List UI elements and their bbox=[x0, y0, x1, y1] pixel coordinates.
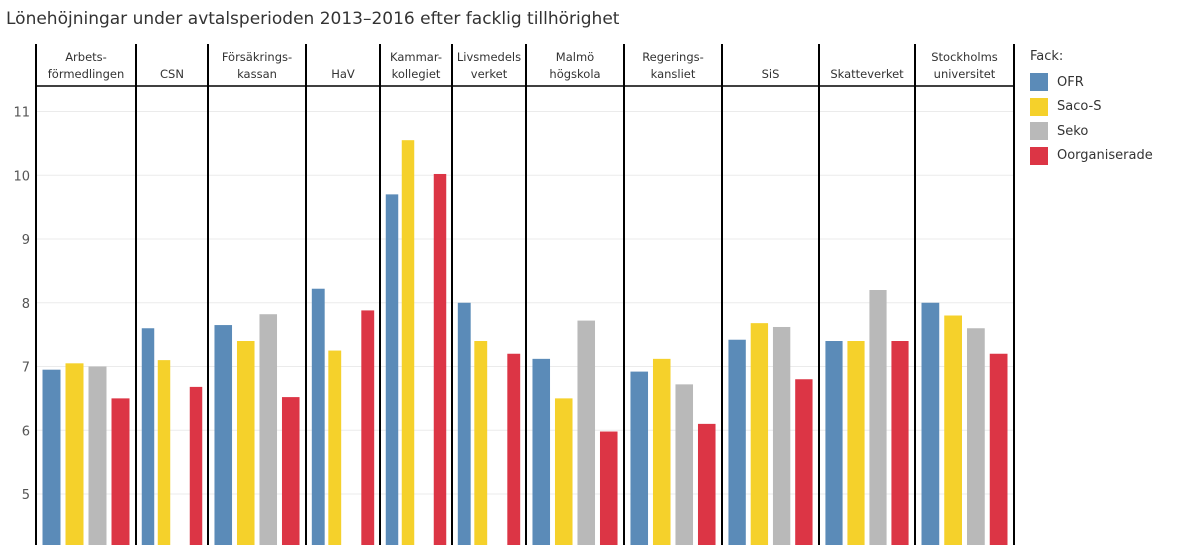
legend-label-saco-s: Saco-S bbox=[1057, 99, 1102, 115]
bar-forsakrings-kassan-seko[interactable] bbox=[259, 314, 278, 545]
bar-forsakrings-kassan-ofr[interactable] bbox=[214, 325, 233, 545]
bar-kammar-kollegiet-oorganiserade[interactable] bbox=[433, 173, 447, 545]
bar-csn-ofr[interactable] bbox=[141, 328, 155, 545]
bar-arbets-formedlingen-saco-s[interactable] bbox=[65, 363, 84, 545]
legend-title: Fack: bbox=[1030, 49, 1064, 64]
bar-kammar-kollegiet-saco-s[interactable] bbox=[401, 140, 415, 545]
legend: Fack: OFR Saco-S Seko Oorganiserade bbox=[1030, 49, 1153, 168]
bar-arbets-formedlingen-oorganiserade[interactable] bbox=[111, 398, 130, 545]
bar-hav-oorganiserade[interactable] bbox=[361, 310, 375, 545]
legend-swatch-seko bbox=[1030, 122, 1048, 141]
y-tick-label-7: 7 bbox=[22, 361, 30, 376]
category-label-kammar-kollegiet: Kammar-kollegiet bbox=[390, 50, 442, 81]
y-tick-label-11: 11 bbox=[13, 106, 30, 121]
y-tick-label-6: 6 bbox=[22, 424, 30, 439]
bar-stockholms-universitet-saco-s[interactable] bbox=[944, 315, 962, 545]
bar-regerings-kansliet-ofr[interactable] bbox=[630, 371, 649, 545]
legend-swatch-saco-s bbox=[1030, 97, 1048, 116]
y-axis: 5 6 7 8 9 10 11 bbox=[13, 106, 30, 504]
legend-swatch-ofr bbox=[1030, 73, 1048, 92]
category-label-livsmedels-verket: Livsmedels verket bbox=[457, 50, 521, 81]
bar-malmo-hogskola-seko[interactable] bbox=[577, 320, 596, 545]
bar-csn-saco-s[interactable] bbox=[157, 360, 171, 545]
bar-skatteverket-seko[interactable] bbox=[869, 290, 887, 545]
y-tick-label-10: 10 bbox=[13, 169, 30, 184]
legend-item-saco-s[interactable]: Saco-S bbox=[1030, 95, 1153, 120]
bar-regerings-kansliet-saco-s[interactable] bbox=[652, 358, 671, 545]
category-label-forsakrings-kassan: Försäkrings-kassan bbox=[222, 50, 292, 81]
bar-livsmedels-verket-saco-s[interactable] bbox=[474, 341, 488, 545]
bar-hav-ofr[interactable] bbox=[311, 288, 325, 545]
category-labels: Arbets-förmedlingen CSN Försäkrings-kassan… bbox=[48, 50, 998, 81]
bar-livsmedels-verket-oorganiserade[interactable] bbox=[507, 353, 521, 545]
bar-malmo-hogskola-ofr[interactable] bbox=[532, 358, 551, 545]
bar-sis-oorganiserade[interactable] bbox=[795, 379, 813, 545]
legend-swatch-oorganiserade bbox=[1030, 146, 1048, 165]
legend-item-seko[interactable]: Seko bbox=[1030, 119, 1153, 144]
bar-sis-ofr[interactable] bbox=[728, 339, 746, 545]
legend-label-ofr: OFR bbox=[1057, 74, 1084, 90]
bar-malmo-hogskola-saco-s[interactable] bbox=[554, 398, 573, 545]
bar-sis-saco-s[interactable] bbox=[750, 323, 769, 545]
bar-stockholms-universitet-seko[interactable] bbox=[967, 328, 985, 545]
bar-skatteverket-oorganiserade[interactable] bbox=[891, 341, 909, 545]
bar-malmo-hogskola-oorganiserade[interactable] bbox=[599, 431, 618, 545]
panel-dividers bbox=[35, 44, 1015, 545]
bars bbox=[42, 140, 1008, 545]
y-tick-label-9: 9 bbox=[22, 233, 30, 248]
bar-stockholms-universitet-ofr[interactable] bbox=[921, 302, 940, 545]
bar-forsakrings-kassan-saco-s[interactable] bbox=[236, 341, 255, 545]
bar-skatteverket-saco-s[interactable] bbox=[847, 341, 865, 545]
bar-kammar-kollegiet-ofr[interactable] bbox=[385, 194, 399, 545]
category-label-skatteverket: Skatteverket bbox=[830, 67, 904, 81]
category-label-csn: CSN bbox=[160, 67, 184, 81]
bar-arbets-formedlingen-ofr[interactable] bbox=[42, 369, 61, 545]
legend-label-oorganiserade: Oorganiserade bbox=[1057, 148, 1153, 164]
bar-regerings-kansliet-oorganiserade[interactable] bbox=[697, 423, 716, 545]
category-label-stockholms-universitet: Stockholms universitet bbox=[931, 50, 998, 81]
y-tick-label-8: 8 bbox=[22, 297, 30, 312]
bar-skatteverket-ofr[interactable] bbox=[825, 341, 843, 545]
bar-hav-saco-s[interactable] bbox=[328, 350, 342, 545]
category-label-sis: SiS bbox=[762, 67, 780, 81]
category-label-malmo-hogskola: Malmö högskola bbox=[549, 50, 600, 81]
legend-item-oorganiserade[interactable]: Oorganiserade bbox=[1030, 144, 1153, 169]
chart-title: Lönehöjningar under avtalsperioden 2013–… bbox=[6, 9, 620, 29]
bar-sis-seko[interactable] bbox=[772, 326, 791, 545]
category-label-arbets-formedlingen: Arbets-förmedlingen bbox=[48, 50, 125, 81]
legend-label-seko: Seko bbox=[1057, 123, 1089, 139]
bar-livsmedels-verket-ofr[interactable] bbox=[457, 302, 471, 545]
bar-arbets-formedlingen-seko[interactable] bbox=[88, 366, 107, 545]
category-label-regerings-kansliet: Regerings-kansliet bbox=[642, 50, 704, 81]
bar-forsakrings-kassan-oorganiserade[interactable] bbox=[281, 397, 300, 545]
bar-regerings-kansliet-seko[interactable] bbox=[675, 384, 694, 545]
bar-csn-oorganiserade[interactable] bbox=[189, 386, 203, 545]
category-label-hav: HaV bbox=[331, 67, 355, 81]
bar-stockholms-universitet-oorganiserade[interactable] bbox=[989, 353, 1008, 545]
y-tick-label-5: 5 bbox=[22, 488, 30, 503]
legend-item-ofr[interactable]: OFR bbox=[1030, 70, 1153, 95]
